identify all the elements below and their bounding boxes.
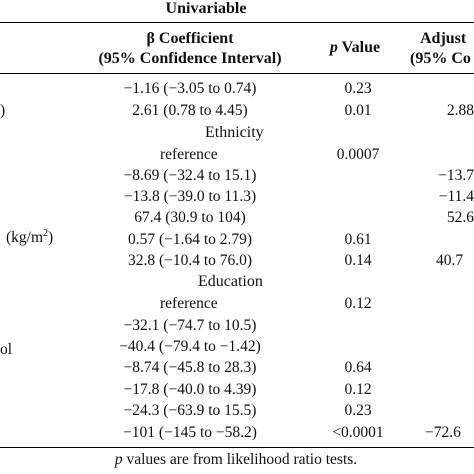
table-cell-p: 0.0007 [336,146,380,163]
table-cell-ci: −13.8 (−39.0 to 11.3) [123,188,257,205]
section-education: Education [198,273,263,290]
table-cell-ci: −32.1 (−74.7 to 10.5) [123,317,257,334]
table-cell-p: 0.64 [344,359,372,376]
row-label-alcohol: ol [0,341,13,358]
footnote-text: values are from likelihood ratio tests. [122,451,358,468]
table-cell-ci: 67.4 (30.9 to 104) [134,209,246,226]
row-label-bmi: (kg/m2) [6,227,54,247]
col-adjusted-header-line2: (95% Co [410,50,471,67]
col-adjusted-header-line1: Adjust [420,30,467,47]
table-cell-adjusted: −11.4 [438,188,474,205]
table-cell-p: 0.12 [344,295,372,312]
table-cell-ci: −17.8 (−40.0 to 4.39) [123,381,257,398]
table-cell-adjusted: −13.7 [438,167,474,184]
group-title: Univariable [165,0,247,17]
col-p-header: p Value [330,39,380,57]
table-cell-ci: −40.4 (−79.4 to −1.42) [119,338,261,355]
header-top-rule [0,22,474,23]
table-cell-ci: 0.57 (−1.64 to 2.79) [127,231,253,248]
row-label-2: ) [0,102,6,119]
table-cell-p: 0.12 [344,381,372,398]
header-bottom-rule [0,73,474,74]
table-cell-p: 0.14 [344,252,372,269]
footnote: p values are from likelihood ratio tests… [115,451,357,469]
table-cell-ci: 2.61 (0.78 to 4.45) [132,102,248,119]
table-cell-ci: −1.16 (−3.05 to 0.74) [123,80,257,97]
table-cell-p: 0.01 [344,102,372,119]
table-cell-ci: −8.69 (−32.4 to 15.1) [123,167,257,184]
table-cell-ci: reference [160,146,218,163]
table-cell-adjusted: 40.7 [436,252,464,269]
table-cell-p: 0.23 [344,80,372,97]
table-cell-p: <0.0001 [332,424,384,441]
table-cell-p: 0.61 [344,231,372,248]
table-cell-ci: 32.8 (−10.4 to 76.0) [127,252,253,269]
bmi-label-text: (kg/m [6,229,44,246]
table-cell-adjusted: 52.6 [446,209,474,226]
table-cell-ci: −24.3 (−63.9 to 15.5) [123,402,257,419]
table-cell-adjusted: 2.88 [446,102,474,119]
p-italic: p [329,39,338,56]
table-bottom-rule [0,447,474,448]
table-cell-ci: −101 (−145 to −58.2) [123,424,257,441]
table-cell-ci: −8.74 (−45.8 to 28.3) [123,359,257,376]
table-cell-ci: reference [160,295,218,312]
p-value-label: Value [337,39,381,56]
col-beta-header-line1: β Coefficient [146,30,234,47]
col-beta-header-line2: (95% Confidence Interval) [98,50,282,67]
section-ethnicity: Ethnicity [205,124,264,141]
footnote-p-italic: p [114,451,123,468]
table-cell-p: 0.23 [344,402,372,419]
bmi-label-end: ) [48,229,54,246]
table-cell-adjusted: −72.6 [425,424,461,441]
bmi-label-sup: 2 [43,227,49,239]
